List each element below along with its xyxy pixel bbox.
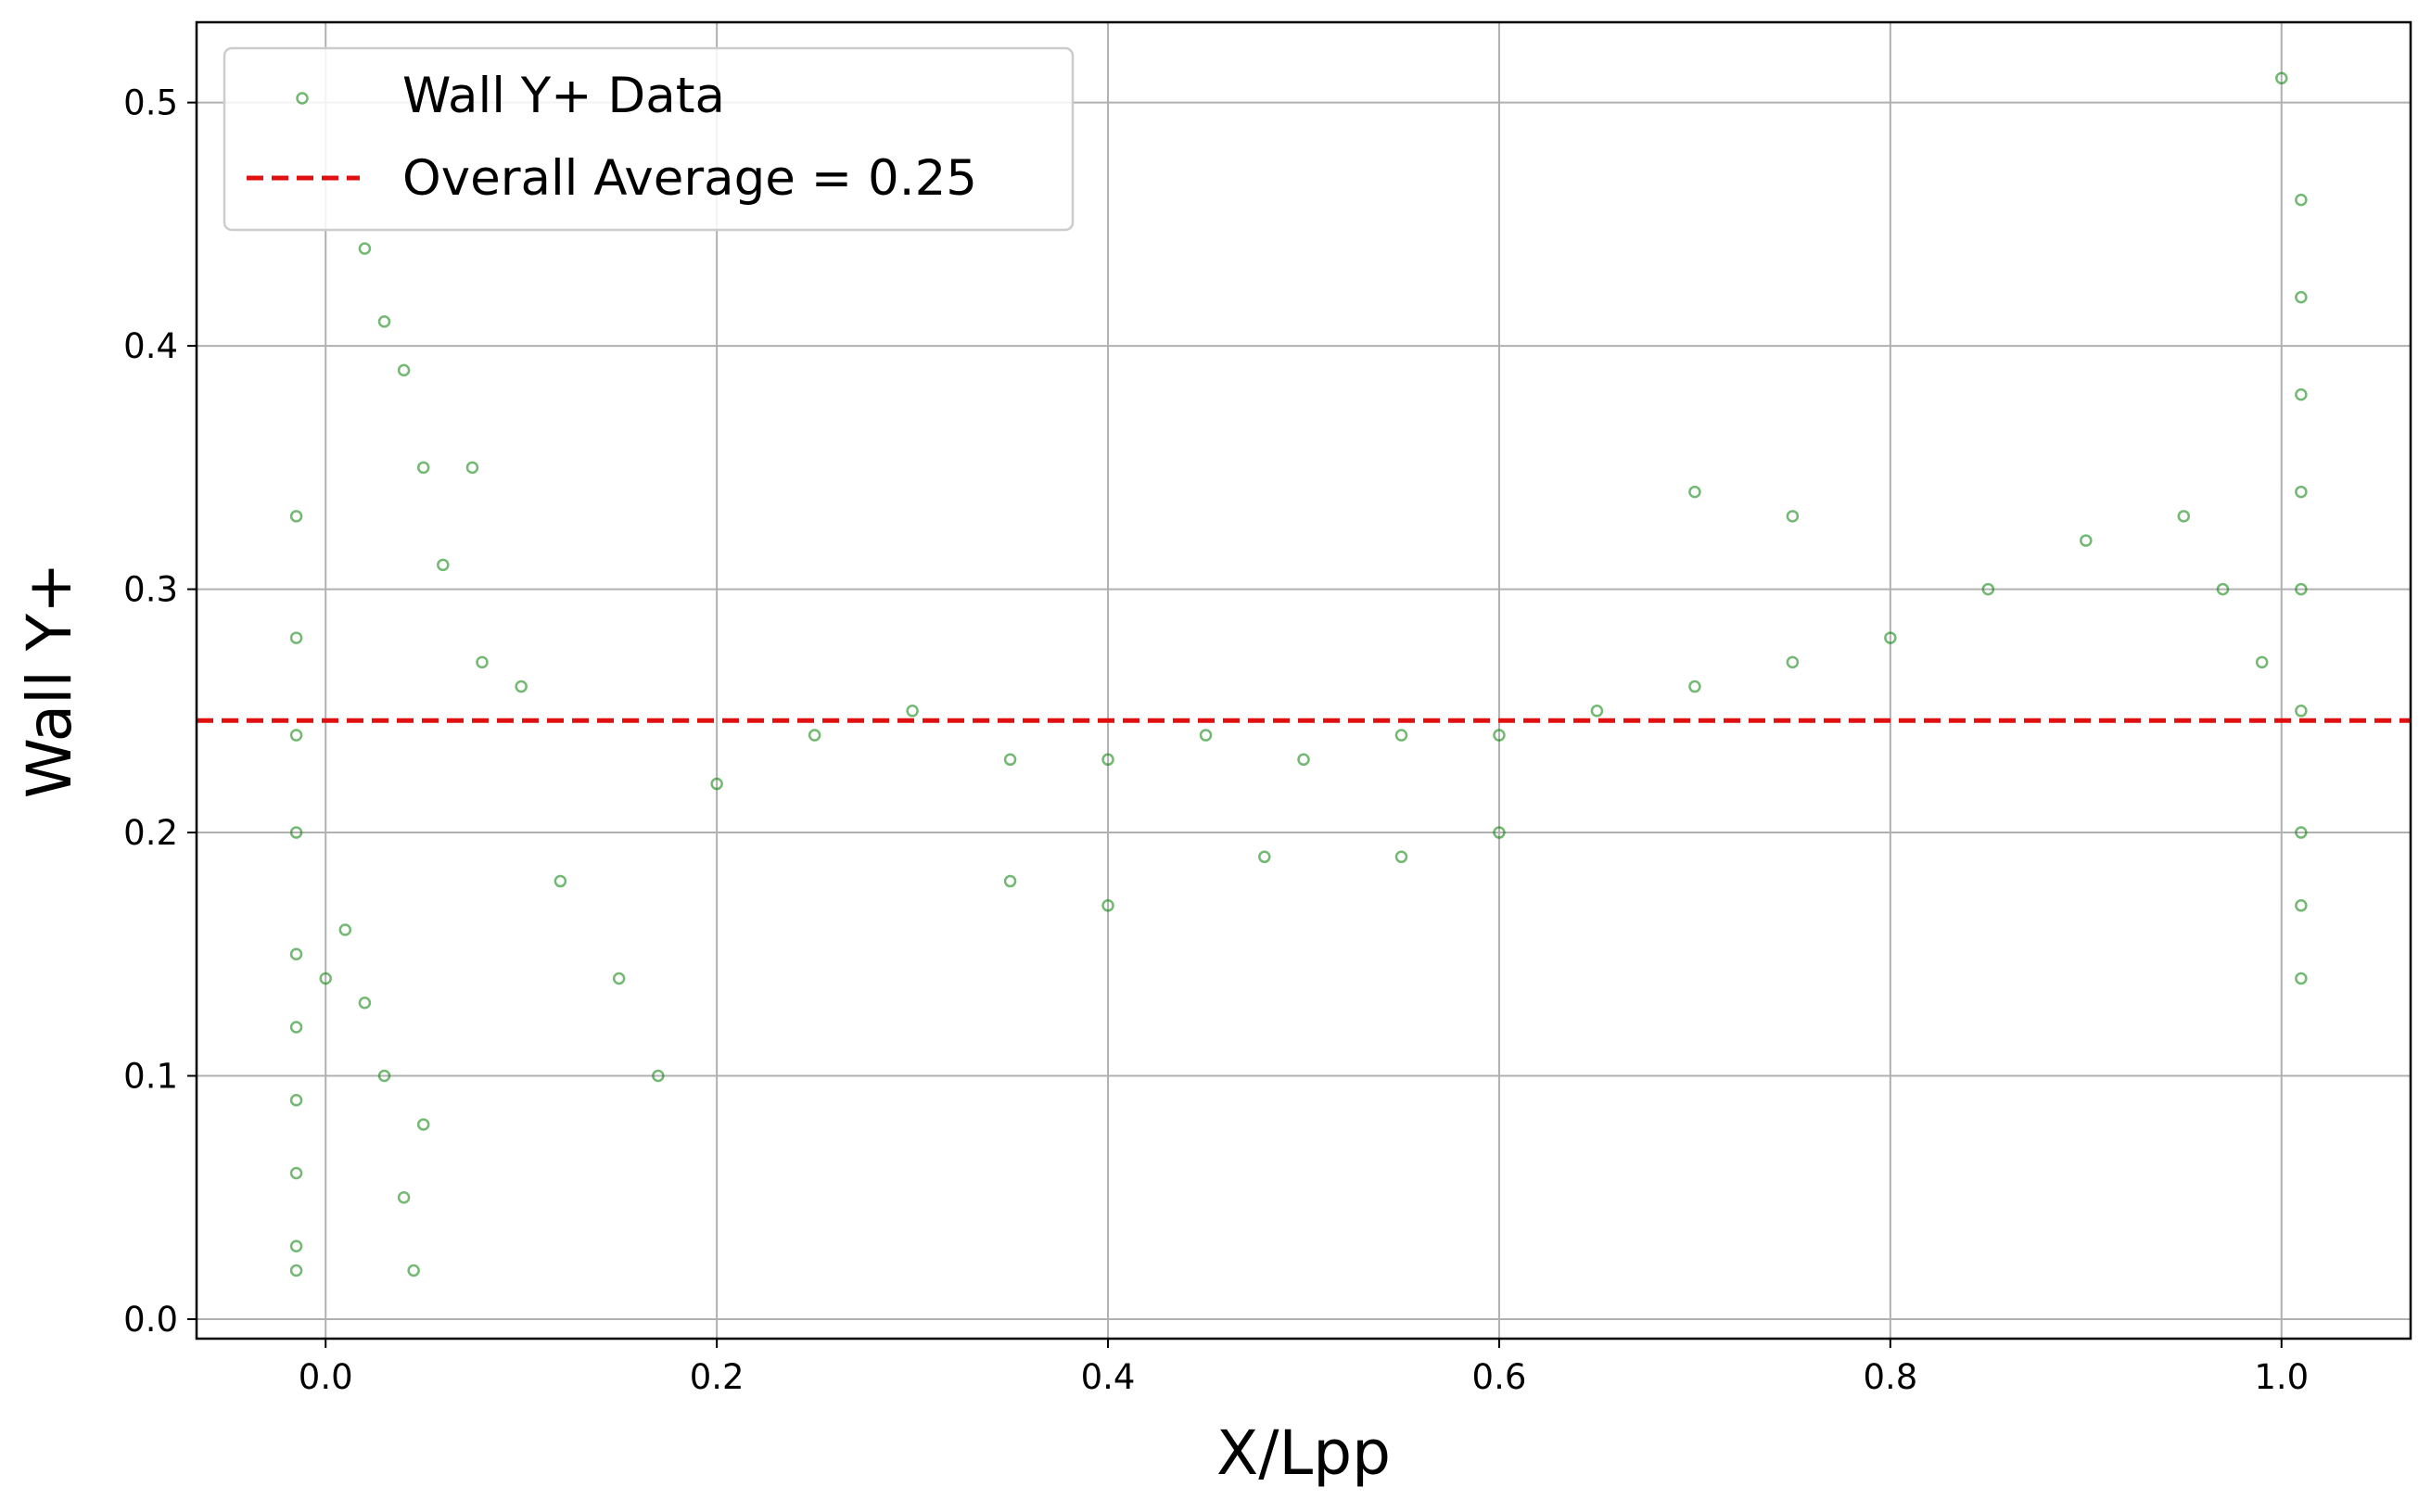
data-point xyxy=(1493,729,1506,742)
legend: Wall Y+ Data Overall Average = 0.25 xyxy=(223,46,1075,232)
legend-label-average: Overall Average = 0.25 xyxy=(402,150,977,207)
data-point xyxy=(437,558,450,572)
data-point xyxy=(289,1094,303,1107)
data-point xyxy=(289,729,303,742)
data-point xyxy=(515,680,528,693)
plot-frame xyxy=(195,20,2412,1340)
y-tick-label: 0.3 xyxy=(123,570,178,610)
data-point xyxy=(319,972,332,985)
data-point xyxy=(1981,582,1995,596)
data-point xyxy=(377,315,391,328)
data-point xyxy=(2255,655,2269,669)
data-point xyxy=(1003,753,1017,767)
data-point xyxy=(397,1191,411,1204)
data-point xyxy=(338,923,352,936)
y-tick-label: 0.5 xyxy=(123,83,178,123)
data-point xyxy=(1493,826,1506,839)
data-point xyxy=(2216,582,2230,596)
data-point xyxy=(289,1166,303,1180)
data-point xyxy=(2295,899,2308,912)
legend-label-scatter: Wall Y+ Data xyxy=(402,68,725,124)
data-point xyxy=(2295,193,2308,207)
y-tick-label: 0.4 xyxy=(123,326,178,366)
x-tick-label: 0.2 xyxy=(690,1357,745,1397)
data-point xyxy=(358,242,372,255)
data-point xyxy=(358,997,372,1010)
scatter-series xyxy=(289,71,2308,1277)
data-point xyxy=(377,1069,391,1083)
axis-ticks: 0.0 0.2 0.4 0.6 0.8 1.0 0.0 0.1 0.2 0.3 0.4 0.5 xyxy=(123,83,2309,1397)
data-point xyxy=(1688,485,1701,499)
x-tick-label: 0.6 xyxy=(1472,1357,1527,1397)
x-axis-label: X/Lpp xyxy=(1216,1417,1391,1489)
y-tick-label: 0.0 xyxy=(123,1300,178,1340)
legend-marker-scatter xyxy=(296,92,309,105)
data-point xyxy=(1688,680,1701,693)
data-point xyxy=(289,947,303,961)
data-point xyxy=(1786,510,1800,523)
y-tick-label: 0.2 xyxy=(123,813,178,853)
x-tick-label: 1.0 xyxy=(2254,1357,2309,1397)
data-point xyxy=(710,777,723,791)
data-point xyxy=(2080,534,2093,547)
data-point xyxy=(289,826,303,839)
data-point xyxy=(1394,729,1408,742)
data-point xyxy=(1101,753,1114,767)
data-point xyxy=(652,1069,665,1083)
grid xyxy=(197,22,2411,1339)
data-point xyxy=(476,655,489,669)
data-point xyxy=(1003,874,1017,888)
data-point xyxy=(397,363,411,377)
data-point xyxy=(1394,850,1408,864)
data-point xyxy=(1199,729,1213,742)
data-point xyxy=(2295,826,2308,839)
y-tick-label: 0.1 xyxy=(123,1057,178,1097)
data-point xyxy=(906,705,919,718)
data-point xyxy=(1884,631,1897,644)
y-axis-label: Wall Y+ xyxy=(14,563,85,799)
x-tick-label: 0.0 xyxy=(299,1357,353,1397)
data-point xyxy=(407,1264,420,1277)
data-point xyxy=(289,510,303,523)
data-point xyxy=(289,1264,303,1277)
data-point xyxy=(2295,972,2308,985)
data-point xyxy=(289,631,303,644)
data-point xyxy=(416,1118,430,1131)
data-point xyxy=(808,729,821,742)
data-point xyxy=(1101,899,1114,912)
data-point xyxy=(2275,71,2288,85)
data-point xyxy=(416,461,430,475)
data-point xyxy=(2295,705,2308,718)
data-point xyxy=(289,1239,303,1253)
data-point xyxy=(2295,582,2308,596)
x-tick-label: 0.4 xyxy=(1081,1357,1136,1397)
data-point xyxy=(2177,510,2191,523)
data-point xyxy=(2295,388,2308,401)
data-point xyxy=(612,972,626,985)
data-point xyxy=(2295,290,2308,304)
data-point xyxy=(2295,485,2308,499)
data-point xyxy=(1258,850,1271,864)
x-tick-label: 0.8 xyxy=(1863,1357,1917,1397)
data-point xyxy=(1590,705,1604,718)
data-point xyxy=(1297,753,1310,767)
data-point xyxy=(465,461,479,475)
legend-box xyxy=(223,46,1075,232)
data-point xyxy=(289,1021,303,1034)
data-point xyxy=(1786,655,1800,669)
data-point xyxy=(554,874,567,888)
